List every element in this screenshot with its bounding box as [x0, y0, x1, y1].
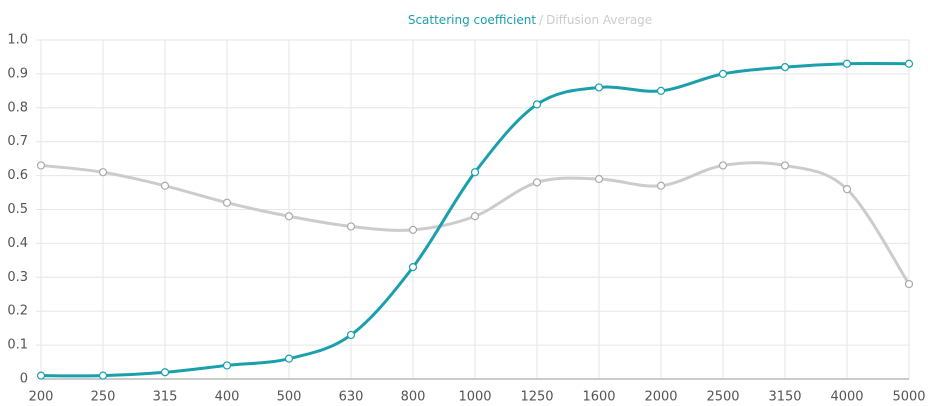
point — [718, 69, 728, 79]
point — [408, 263, 418, 272]
x-tick-label: 3150 — [768, 390, 801, 405]
y-tick-label: 0.7 — [7, 134, 28, 149]
point — [532, 178, 542, 187]
x-tick-label: 200 — [29, 390, 54, 405]
point — [284, 212, 294, 221]
x-tick-label: 250 — [91, 390, 116, 405]
point — [904, 59, 914, 68]
point — [222, 198, 232, 207]
point — [470, 168, 480, 177]
y-tick-label: 0.9 — [7, 66, 28, 81]
point — [780, 63, 790, 72]
point — [594, 174, 604, 184]
point — [346, 330, 356, 340]
x-tick-label: 400 — [215, 390, 240, 405]
x-tick-label: 2000 — [644, 390, 677, 405]
y-tick-label: 0 — [20, 372, 28, 387]
y-tick-label: 0.5 — [7, 202, 28, 217]
y-tick-label: 0.6 — [7, 168, 28, 183]
point — [36, 161, 46, 170]
point — [718, 161, 728, 170]
y-tick-label: 0.3 — [7, 270, 28, 285]
y-tick-label: 1.0 — [7, 33, 28, 48]
point — [656, 181, 666, 190]
point — [842, 185, 852, 194]
y-tick-label: 0.4 — [7, 236, 28, 251]
x-tick-label: 5000 — [892, 390, 925, 405]
point — [780, 161, 790, 170]
x-tick-label: 1600 — [582, 390, 615, 405]
x-tick-label: 4000 — [830, 390, 863, 405]
x-tick-label: 315 — [153, 390, 178, 405]
point — [98, 371, 108, 380]
point — [160, 181, 170, 190]
legend-separator: / — [539, 13, 544, 27]
point — [408, 225, 418, 234]
y-tick-label: 0.1 — [7, 338, 28, 353]
point — [594, 83, 604, 92]
x-tick-label: 1000 — [458, 390, 491, 405]
point — [656, 86, 666, 95]
x-tick-label: 800 — [401, 390, 426, 405]
legend-entry[interactable]: Scattering coefficient — [408, 13, 537, 27]
legend-entry[interactable]: Diffusion Average — [546, 13, 652, 27]
x-tick-label: 630 — [339, 390, 364, 405]
point — [904, 279, 914, 289]
y-tick-label: 0.2 — [7, 304, 28, 319]
x-tick-label: 2500 — [706, 390, 739, 405]
point — [532, 100, 542, 109]
point — [160, 368, 170, 377]
point — [470, 212, 480, 221]
x-tick-label: 1250 — [520, 390, 553, 405]
point — [346, 222, 356, 231]
y-tick-label: 0.8 — [7, 100, 28, 115]
point — [36, 371, 46, 380]
x-tick-label: 500 — [277, 390, 302, 405]
point — [222, 361, 232, 370]
point — [284, 354, 294, 363]
point — [98, 168, 108, 177]
point — [842, 59, 852, 68]
legend: Scattering coefficient / Diffusion Average — [408, 13, 652, 27]
